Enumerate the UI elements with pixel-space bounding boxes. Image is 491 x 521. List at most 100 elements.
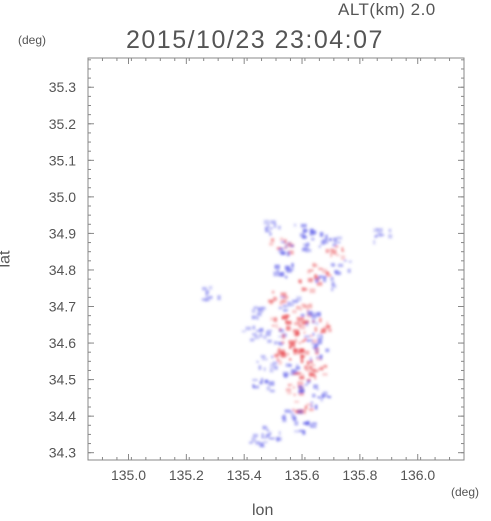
heatmap-cell xyxy=(252,378,258,382)
heatmap-cell xyxy=(304,228,308,233)
heatmap-cell xyxy=(259,381,263,385)
heatmap-cell xyxy=(337,263,344,268)
heatmap-cell xyxy=(205,292,208,297)
heatmap-cell xyxy=(311,314,317,319)
y-tick-label: 35.0 xyxy=(49,189,76,205)
heatmap-cell xyxy=(255,441,260,445)
heatmap-cell xyxy=(326,271,330,275)
x-axis-label: lon xyxy=(252,502,274,519)
heatmap-cell xyxy=(286,268,292,273)
heatmap-cell xyxy=(265,230,271,233)
heatmap-cell xyxy=(322,277,327,283)
heatmap-cell xyxy=(375,234,378,238)
heatmap-cell xyxy=(296,371,302,376)
heatmap-cell xyxy=(292,372,298,375)
heatmap-cell xyxy=(312,311,318,317)
heatmap-cell xyxy=(296,351,300,355)
heatmap-cell xyxy=(287,383,293,386)
heatmap-cell xyxy=(305,321,309,327)
heatmap-cell xyxy=(302,422,307,425)
heatmap-cell xyxy=(277,350,281,356)
heatmap-cell xyxy=(260,378,264,383)
y-tick-label: 34.3 xyxy=(49,445,76,461)
heatmap-cell xyxy=(311,422,317,425)
heatmap-cell xyxy=(274,297,278,301)
heatmap-cell xyxy=(314,349,319,353)
heatmap-cell xyxy=(374,235,377,239)
heatmap-cell xyxy=(265,434,270,438)
heatmap-cell xyxy=(307,277,312,283)
heatmap-cell xyxy=(292,340,296,344)
heatmap-cell xyxy=(279,247,284,250)
heatmap-cell xyxy=(252,316,255,320)
heatmap-cell xyxy=(379,233,385,237)
heatmap-cell xyxy=(285,388,292,392)
heatmap-cell xyxy=(205,289,210,294)
heatmap-cell xyxy=(299,429,305,433)
heatmap-cell xyxy=(306,381,310,384)
heatmap-cell xyxy=(310,359,313,364)
heatmap-cell xyxy=(270,317,273,321)
heatmap-cell xyxy=(202,286,207,291)
x-unit-label: (deg) xyxy=(451,485,480,499)
heatmap-cell xyxy=(269,232,272,236)
heatmap-cell xyxy=(282,417,287,423)
heatmap-cell xyxy=(263,367,266,372)
heatmap-cell xyxy=(282,414,286,420)
heatmap-cell xyxy=(316,356,319,359)
heatmap-cell xyxy=(302,304,308,309)
heatmap-cell xyxy=(277,248,284,254)
altitude-label: ALT(km) 2.0 xyxy=(338,0,436,19)
heatmap-cell xyxy=(310,425,317,428)
heatmap-cell xyxy=(266,329,273,332)
heatmap-cell xyxy=(377,232,382,237)
heatmap-cell xyxy=(267,299,274,303)
heatmap-cell xyxy=(252,332,257,336)
heatmap-cell xyxy=(321,275,327,278)
heatmap-cell xyxy=(274,365,278,370)
heatmap-cell xyxy=(203,298,208,302)
heatmap-cell xyxy=(252,433,258,438)
heatmap-cell xyxy=(264,228,268,233)
heatmap-cell xyxy=(297,319,303,324)
heatmap-cell xyxy=(333,251,336,255)
heatmap-cell xyxy=(319,232,324,237)
heatmap-cell xyxy=(312,346,317,349)
heatmap-cell xyxy=(295,363,299,369)
heatmap-cell xyxy=(285,363,291,368)
heatmap-cell xyxy=(332,243,337,247)
heatmap-cell xyxy=(280,296,286,299)
heatmap-cell xyxy=(268,431,272,435)
heatmap-cell xyxy=(261,433,264,438)
heatmap-cell xyxy=(320,334,323,340)
heatmap-cell xyxy=(311,339,318,344)
heatmap-cell xyxy=(341,247,344,252)
heatmap-cell xyxy=(257,308,264,313)
heatmap-cell xyxy=(295,348,300,351)
heatmap-cell xyxy=(373,228,379,233)
x-tick-label: 136.0 xyxy=(400,467,435,483)
heatmap-cell xyxy=(326,321,329,325)
heatmap-cell xyxy=(309,334,313,337)
heatmap-cell xyxy=(290,369,296,374)
heatmap-cell xyxy=(302,243,306,247)
heatmap-cell xyxy=(336,241,341,244)
heatmap-cell xyxy=(283,309,287,312)
heatmap-cell xyxy=(276,437,282,441)
heatmap-cell xyxy=(294,430,300,433)
heatmap-cell xyxy=(304,337,307,342)
heatmap-cell xyxy=(312,262,316,268)
heatmap-cell xyxy=(319,317,322,323)
heatmap-cell xyxy=(332,237,338,242)
heatmap-cell xyxy=(268,381,275,386)
x-tick-label: 135.2 xyxy=(169,467,204,483)
heatmap-cell xyxy=(308,269,314,272)
heatmap-cell xyxy=(291,303,295,307)
heatmap-cell xyxy=(288,358,292,361)
heatmap-cell xyxy=(318,245,321,248)
heatmap-cell xyxy=(348,260,352,263)
heatmap-cell xyxy=(252,325,256,330)
heatmap-cell xyxy=(293,333,298,337)
heatmap-cell xyxy=(257,307,261,311)
